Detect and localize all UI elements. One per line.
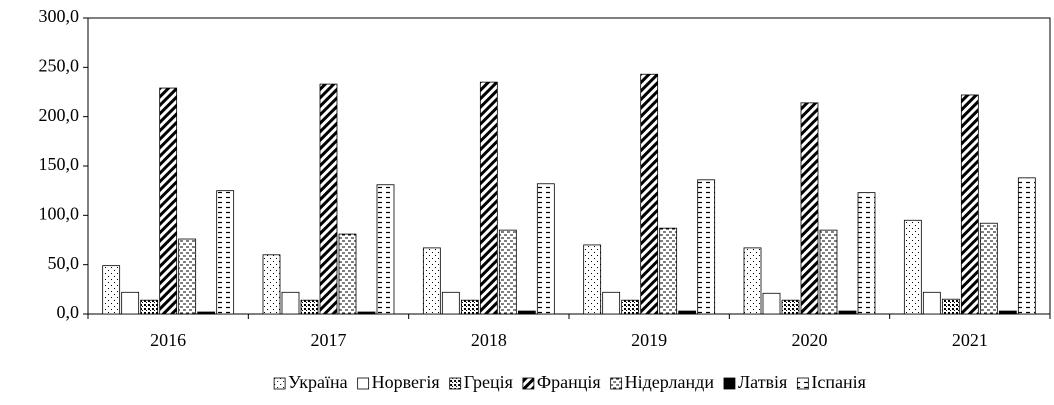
legend-label: Франція (537, 372, 601, 392)
bar (517, 310, 536, 315)
legend-label: Україна (288, 372, 348, 392)
bar (960, 94, 979, 315)
bar (697, 179, 716, 315)
bar (762, 292, 781, 315)
legend-swatch (723, 377, 736, 390)
bar (319, 83, 338, 315)
x-tick-label: 2016 (150, 330, 186, 350)
bar (819, 229, 838, 315)
bar (498, 229, 517, 315)
bar (300, 299, 319, 315)
bar (376, 184, 395, 315)
bar (479, 81, 498, 315)
bar (121, 291, 140, 315)
bar (998, 310, 1017, 315)
x-tick-label: 2021 (952, 330, 988, 350)
bar (460, 299, 479, 315)
bar (838, 310, 857, 315)
y-tick-label: 300,0 (39, 6, 80, 26)
legend-swatch (522, 377, 535, 390)
bar (338, 233, 357, 315)
bar (441, 291, 460, 315)
bar (602, 291, 621, 315)
legend-swatch (610, 377, 623, 390)
bar (102, 265, 121, 315)
legend-swatch (796, 377, 809, 390)
y-tick-label: 150,0 (39, 154, 80, 174)
bar (659, 227, 678, 315)
bar (640, 73, 659, 315)
legend-label: Іспанія (811, 372, 866, 392)
legend-label: Нідерланди (625, 372, 715, 392)
bar (140, 299, 159, 315)
bar (197, 311, 216, 315)
bar (979, 222, 998, 315)
bar (536, 183, 555, 315)
bar (159, 87, 178, 315)
y-tick-label: 0,0 (57, 302, 80, 322)
y-tick-label: 250,0 (39, 55, 80, 75)
bar (621, 299, 640, 315)
bar (903, 219, 922, 315)
bar (357, 311, 376, 315)
bar (216, 190, 235, 315)
bar (678, 310, 697, 315)
bar (857, 192, 876, 315)
legend-swatch (273, 377, 286, 390)
bar (800, 102, 819, 315)
bar (941, 298, 960, 315)
bar (422, 247, 441, 315)
bar (922, 291, 941, 315)
legend-label: Греція (464, 372, 513, 392)
legend-swatch (357, 377, 370, 390)
bar (281, 291, 300, 315)
bar (743, 247, 762, 315)
legend-label: Латвія (738, 372, 787, 392)
bar (178, 238, 197, 315)
y-tick-label: 100,0 (39, 203, 80, 223)
x-tick-label: 2019 (631, 330, 667, 350)
x-tick-label: 2017 (311, 330, 347, 350)
legend: Україна Норвегія Греція Франція Нідерланди Ла… (273, 372, 866, 392)
legend-swatch (449, 377, 462, 390)
legend-label: Норвегія (372, 372, 440, 392)
x-tick-label: 2018 (471, 330, 507, 350)
bar (1017, 177, 1036, 315)
y-tick-label: 50,0 (48, 253, 80, 273)
bar (262, 254, 281, 315)
bar (781, 299, 800, 315)
x-tick-label: 2020 (792, 330, 828, 350)
bar (583, 244, 602, 315)
y-tick-label: 200,0 (39, 105, 80, 125)
